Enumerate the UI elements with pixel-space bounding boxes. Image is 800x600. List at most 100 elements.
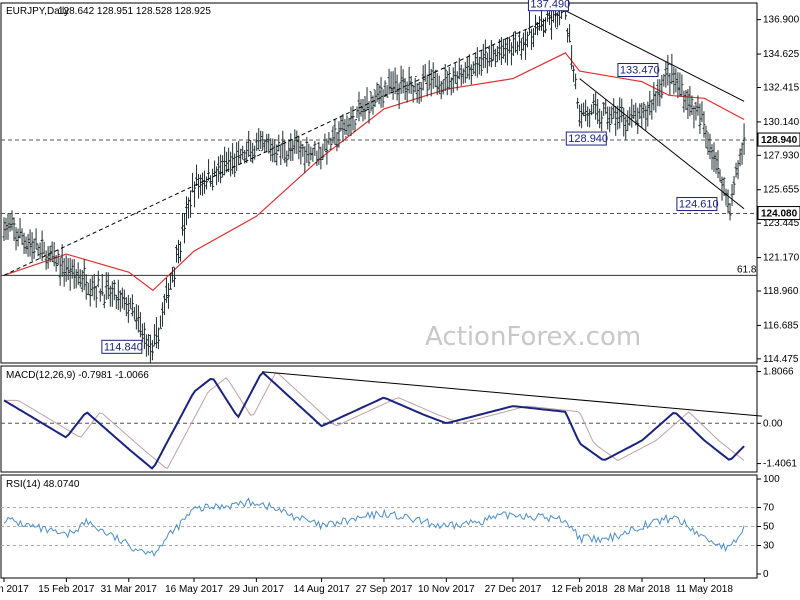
ohlc-bar xyxy=(34,228,38,250)
x-tick-label: 11 May 2018 xyxy=(676,584,734,595)
ohlc-bar xyxy=(195,164,199,186)
ohlc-bar xyxy=(146,334,150,356)
ohlc-bar xyxy=(519,38,523,60)
ohlc-bar xyxy=(62,258,66,287)
ohlc-bar xyxy=(323,133,327,153)
ohlc-bar xyxy=(211,168,215,191)
ohlc-bar xyxy=(178,241,182,262)
ohlc-bar xyxy=(20,228,24,245)
ohlc-bar xyxy=(618,97,622,129)
ohlc-bar xyxy=(205,176,209,190)
ohlc-bar xyxy=(255,132,259,152)
price-y-tick-label: 114.475 xyxy=(763,354,799,365)
ohlc-bar xyxy=(377,84,381,105)
ohlc-bar xyxy=(199,174,203,196)
ohlc-bar xyxy=(259,130,263,149)
price-annotation-128.940: 128.940 xyxy=(568,133,608,145)
x-tick-label: 16 May 2017 xyxy=(165,584,223,595)
ohlc-bar xyxy=(594,92,598,120)
ohlc-bar xyxy=(664,61,668,88)
ohlc-bar xyxy=(586,106,590,127)
price-y-tick-label: 125.655 xyxy=(763,185,800,196)
ohlc-bar xyxy=(387,68,391,95)
ohlc-bar xyxy=(124,297,128,317)
ohlc-bar xyxy=(694,102,698,121)
price-y-tick-label: 136.900 xyxy=(763,15,800,26)
x-tick-label: 29 Jun 2017 xyxy=(229,584,284,595)
ohlc-bar xyxy=(257,128,261,152)
ohlc-bar xyxy=(341,114,345,143)
ohlc-bar xyxy=(152,324,156,347)
ohlc-bar xyxy=(608,106,612,133)
ohlc-bar xyxy=(132,306,136,321)
rsi-panel-title: RSI(14) 48.0740 xyxy=(6,479,80,490)
ohlc-bar xyxy=(110,281,114,307)
ohlc-bar xyxy=(32,238,36,260)
ohlc-bar xyxy=(604,99,608,115)
ohlc-bar xyxy=(704,125,708,149)
ohlc-bar xyxy=(160,302,164,327)
ohlc-bar xyxy=(616,105,620,130)
x-tick-label: 10 Nov 2017 xyxy=(418,584,475,595)
ohlc-bar xyxy=(405,81,409,103)
ohlc-bar xyxy=(668,73,672,95)
ohlc-bar xyxy=(209,175,213,187)
ohlc-bar xyxy=(491,44,495,62)
rsi-line xyxy=(3,497,745,558)
price-annotation-box xyxy=(527,0,569,12)
ohlc-bar xyxy=(243,150,247,164)
ohlc-bar xyxy=(72,259,76,289)
ohlc-bar xyxy=(523,29,527,60)
ohlc-bar xyxy=(540,10,544,31)
ohlc-bar xyxy=(201,172,205,196)
ohlc-bar xyxy=(349,106,353,136)
ohlc-bar xyxy=(56,249,60,266)
ohlc-bar xyxy=(538,16,542,31)
ohlc-bar xyxy=(78,269,82,288)
ohlc-bar xyxy=(183,213,187,244)
ohlc-bar xyxy=(80,269,84,293)
ohlc-bar xyxy=(52,242,56,267)
ohlc-bar xyxy=(138,312,142,338)
ohlc-bar xyxy=(221,155,225,178)
ohlc-bar xyxy=(315,150,319,166)
ohlc-bar xyxy=(469,64,473,85)
ohlc-bar xyxy=(726,189,730,214)
ohlc-bar xyxy=(638,103,642,120)
ohlc-bar xyxy=(732,175,736,195)
ohlc-bar xyxy=(403,78,407,100)
ohlc-bar xyxy=(303,146,307,174)
macd-y-tick-label: -1.4061 xyxy=(763,459,797,470)
ohlc-bar xyxy=(712,142,716,172)
ohlc-bar xyxy=(239,148,243,164)
ohlc-bar xyxy=(610,106,614,124)
ohlc-bar xyxy=(92,273,96,301)
ohlc-bar xyxy=(185,196,189,226)
ohlc-bar xyxy=(235,142,239,172)
ohlc-bar xyxy=(355,106,359,121)
ohlc-bar xyxy=(742,123,746,155)
ohlc-bar xyxy=(130,294,134,317)
watermark: ActionForex.com xyxy=(425,322,641,352)
ohlc-bar xyxy=(497,39,501,61)
ohlc-bar xyxy=(477,56,481,75)
ohlc-bar xyxy=(672,66,676,95)
ohlc-bar xyxy=(391,71,395,100)
ohlc-bar xyxy=(102,294,106,309)
ohlc-bar xyxy=(359,99,363,117)
ohlc-bar xyxy=(357,91,361,122)
trendline-1 xyxy=(3,10,566,276)
macd-y-tick-label: 0.00 xyxy=(763,418,783,429)
ohlc-bar xyxy=(168,272,172,290)
ohlc-bar xyxy=(319,146,323,170)
macd-y-tick-label: 1.8066 xyxy=(763,367,794,378)
ohlc-bar xyxy=(660,74,664,99)
ohlc-bar xyxy=(736,160,740,180)
ohlc-bar xyxy=(241,145,245,160)
ohlc-bar xyxy=(437,75,441,95)
ohlc-bar xyxy=(678,72,682,97)
ohlc-bar xyxy=(203,170,207,194)
ohlc-bar xyxy=(142,322,146,350)
ohlc-bar xyxy=(624,116,628,140)
level-tag-box xyxy=(757,206,800,221)
